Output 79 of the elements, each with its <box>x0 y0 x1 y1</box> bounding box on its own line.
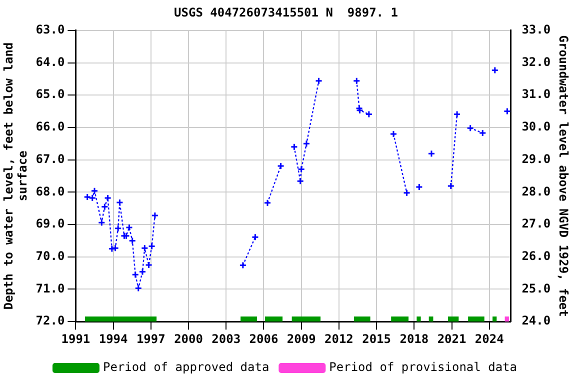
point <box>302 140 310 148</box>
point <box>466 124 474 132</box>
point <box>128 236 136 244</box>
point <box>90 187 98 195</box>
y2-tick-label: 29.0 <box>522 152 551 166</box>
point <box>98 218 106 226</box>
point <box>239 262 247 270</box>
point <box>251 233 259 241</box>
point <box>134 284 142 292</box>
y-tick-label: 71.0 <box>36 281 65 296</box>
y-tick-label: 65.0 <box>36 87 65 102</box>
point <box>108 245 116 253</box>
x-tick-label: 2009 <box>286 332 316 346</box>
x-tick-label: 2006 <box>249 332 278 346</box>
y-tick-label: 68.0 <box>36 184 65 198</box>
y-axis-title: Depth to water level, feet below land surface <box>1 42 30 310</box>
y-tick-label: 63.0 <box>36 22 65 37</box>
point <box>138 268 146 276</box>
y-tick-label: 70.0 <box>36 249 65 264</box>
x-tick-label: 2024 <box>474 332 504 346</box>
point <box>148 242 156 250</box>
chart-title: USGS 404726073415501 N 9897. 1 <box>174 5 398 20</box>
x-tick-label: 2021 <box>437 332 466 346</box>
point <box>104 194 112 202</box>
point <box>151 212 159 220</box>
point <box>390 130 398 138</box>
y-tick-label: 67.0 <box>36 152 65 166</box>
y2-tick-label: 33.0 <box>522 22 551 37</box>
point <box>447 182 455 190</box>
point <box>356 106 364 114</box>
y-tick-label: 72.0 <box>36 314 65 328</box>
point <box>365 110 373 118</box>
point <box>145 261 153 269</box>
x-tick-label: 1991 <box>61 332 90 346</box>
point <box>315 77 323 85</box>
point <box>403 189 411 197</box>
point <box>114 224 122 232</box>
y2-tick-label: 26.0 <box>522 249 551 264</box>
point <box>356 104 364 112</box>
y2-tick-label: 32.0 <box>522 54 551 69</box>
point <box>140 244 148 252</box>
point <box>132 270 140 278</box>
point <box>478 129 486 137</box>
y2-axis-title: Groundwater level above NGVD 1929, feet <box>556 35 571 317</box>
legend-label: Period of approved data <box>102 360 270 374</box>
point <box>264 199 272 207</box>
y2-tick-label: 24.0 <box>522 314 551 328</box>
point <box>298 165 306 173</box>
point <box>116 198 124 206</box>
y-tick-label: 69.0 <box>36 216 65 231</box>
point <box>120 232 128 240</box>
point <box>125 224 133 232</box>
y-tick-label: 66.0 <box>36 120 65 134</box>
y2-tick-label: 31.0 <box>522 87 551 102</box>
point <box>491 66 499 74</box>
point <box>290 143 298 151</box>
point <box>277 162 285 170</box>
y2-tick-label: 25.0 <box>522 281 551 296</box>
x-tick-label: 1997 <box>136 332 166 346</box>
point <box>296 177 304 185</box>
x-tick-label: 2015 <box>362 332 392 346</box>
point <box>428 150 436 158</box>
legend-label: Period of provisional data <box>329 360 518 374</box>
point <box>352 77 360 85</box>
point <box>415 183 423 191</box>
y2-tick-label: 27.0 <box>522 216 551 231</box>
x-tick-label: 2012 <box>324 332 354 346</box>
point <box>503 108 511 116</box>
x-tick-label: 2003 <box>212 332 241 346</box>
x-tick-label: 1994 <box>98 332 128 346</box>
point <box>122 232 130 240</box>
point <box>112 244 120 252</box>
y2-tick-label: 30.0 <box>522 120 551 134</box>
x-tick-label: 2000 <box>174 332 203 346</box>
y-tick-label: 64.0 <box>36 54 65 69</box>
point <box>100 202 108 210</box>
x-tick-label: 2018 <box>400 332 429 346</box>
y2-tick-label: 28.0 <box>522 184 551 198</box>
point <box>453 110 461 118</box>
